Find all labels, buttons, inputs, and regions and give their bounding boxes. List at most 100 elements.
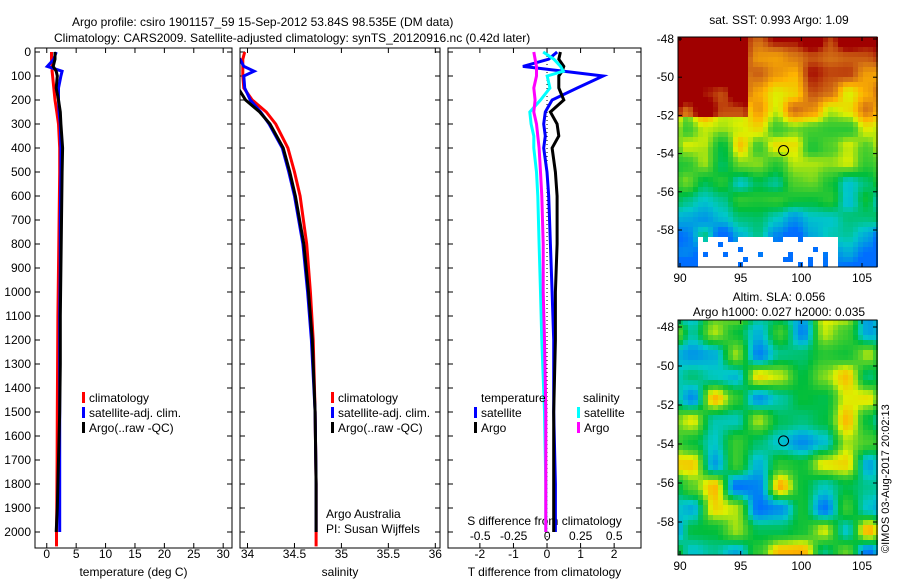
map-cell xyxy=(773,162,778,167)
map-cell xyxy=(863,500,868,505)
map-cell xyxy=(783,335,788,340)
map-cell xyxy=(873,420,878,425)
map-cell xyxy=(758,42,763,47)
map-cell xyxy=(693,435,698,440)
map-cell xyxy=(738,385,743,390)
map-cell xyxy=(843,450,848,455)
map-cell xyxy=(728,72,733,77)
map-cell xyxy=(863,147,868,152)
map-cell xyxy=(738,232,743,237)
map-cell xyxy=(808,445,813,450)
map-cell xyxy=(773,207,778,212)
map-cell xyxy=(793,162,798,167)
map-cell xyxy=(778,440,783,445)
map-cell xyxy=(853,450,858,455)
map-cell xyxy=(738,365,743,370)
map-cell xyxy=(863,415,868,420)
map-cell xyxy=(808,360,813,365)
map-cell xyxy=(783,390,788,395)
map-cell xyxy=(773,167,778,172)
map-cell xyxy=(763,172,768,177)
map-cell xyxy=(728,490,733,495)
map-cell xyxy=(828,375,833,380)
map-cell xyxy=(818,57,823,62)
map-cell xyxy=(703,77,708,82)
map-cell xyxy=(773,172,778,177)
map-cell xyxy=(843,370,848,375)
map-cell xyxy=(798,127,803,132)
map-cell xyxy=(708,167,713,172)
map-cell xyxy=(873,355,878,360)
map-cell xyxy=(833,435,838,440)
map-cell xyxy=(688,247,693,252)
map-cell xyxy=(828,117,833,122)
map-cell xyxy=(713,355,718,360)
map-cell xyxy=(758,62,763,67)
map-cell xyxy=(808,72,813,77)
map-cell xyxy=(703,252,708,257)
map-cell xyxy=(788,490,793,495)
map-cell xyxy=(758,102,763,107)
map-cell xyxy=(758,325,763,330)
map-cell xyxy=(713,525,718,530)
map-cell xyxy=(723,207,728,212)
map-cell xyxy=(758,92,763,97)
map-cell xyxy=(823,505,828,510)
map-cell xyxy=(788,445,793,450)
map-cell xyxy=(743,207,748,212)
map-cell xyxy=(863,262,868,267)
map-cell xyxy=(678,515,683,520)
map-cell xyxy=(818,330,823,335)
map-cell xyxy=(713,197,718,202)
map-cell xyxy=(788,42,793,47)
map-cell xyxy=(788,350,793,355)
map-cell xyxy=(803,47,808,52)
map-cell xyxy=(778,460,783,465)
map-cell xyxy=(688,257,693,262)
map-cell xyxy=(823,520,828,525)
map-cell xyxy=(683,247,688,252)
map-cell xyxy=(783,212,788,217)
map-cell xyxy=(863,400,868,405)
map-cell xyxy=(798,330,803,335)
map-cell xyxy=(693,540,698,545)
map-cell xyxy=(743,505,748,510)
map-cell xyxy=(718,395,723,400)
map-cell xyxy=(838,77,843,82)
map-cell xyxy=(873,340,878,345)
map-cell xyxy=(868,420,873,425)
series-argo-raw-qc- xyxy=(240,88,318,532)
map-cell xyxy=(763,370,768,375)
map-cell xyxy=(803,222,808,227)
map-cell xyxy=(708,400,713,405)
map-cell xyxy=(868,127,873,132)
map-cell xyxy=(778,37,783,42)
map-cell xyxy=(868,222,873,227)
map-cell xyxy=(823,455,828,460)
map-cell xyxy=(738,107,743,112)
map-cell xyxy=(833,187,838,192)
map-cell xyxy=(738,355,743,360)
map-cell xyxy=(763,52,768,57)
map-cell xyxy=(783,177,788,182)
map-cell xyxy=(723,252,728,257)
map-cell xyxy=(693,505,698,510)
map-cell xyxy=(808,142,813,147)
map-cell xyxy=(813,147,818,152)
map-cell xyxy=(733,390,738,395)
map-cell xyxy=(868,207,873,212)
map-cell xyxy=(733,122,738,127)
map-cell xyxy=(678,335,683,340)
map-cell xyxy=(713,132,718,137)
map-cell xyxy=(828,72,833,77)
map-cell xyxy=(728,535,733,540)
map-cell xyxy=(873,127,878,132)
map-cell xyxy=(853,435,858,440)
map-cell xyxy=(808,340,813,345)
map-cell xyxy=(778,415,783,420)
map-cell xyxy=(723,355,728,360)
map-cell xyxy=(718,97,723,102)
map-cell xyxy=(823,167,828,172)
map-cell xyxy=(693,57,698,62)
map-cell xyxy=(703,405,708,410)
